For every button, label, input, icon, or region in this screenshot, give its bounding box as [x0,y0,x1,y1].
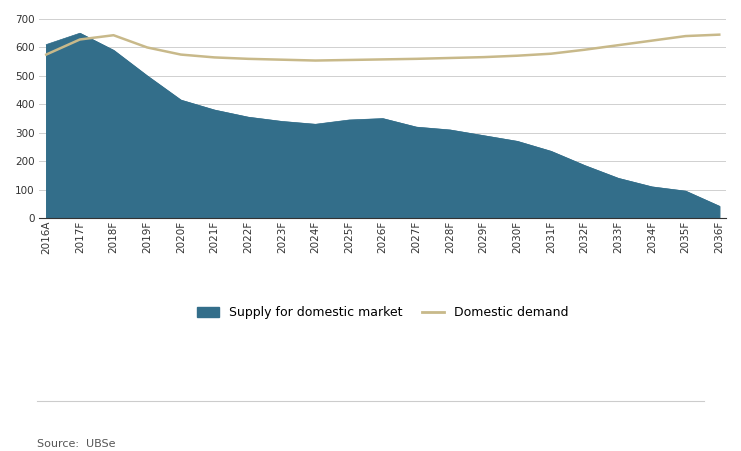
Text: Source:  UBSe: Source: UBSe [37,439,116,449]
Legend: Supply for domestic market, Domestic demand: Supply for domestic market, Domestic dem… [190,300,575,326]
